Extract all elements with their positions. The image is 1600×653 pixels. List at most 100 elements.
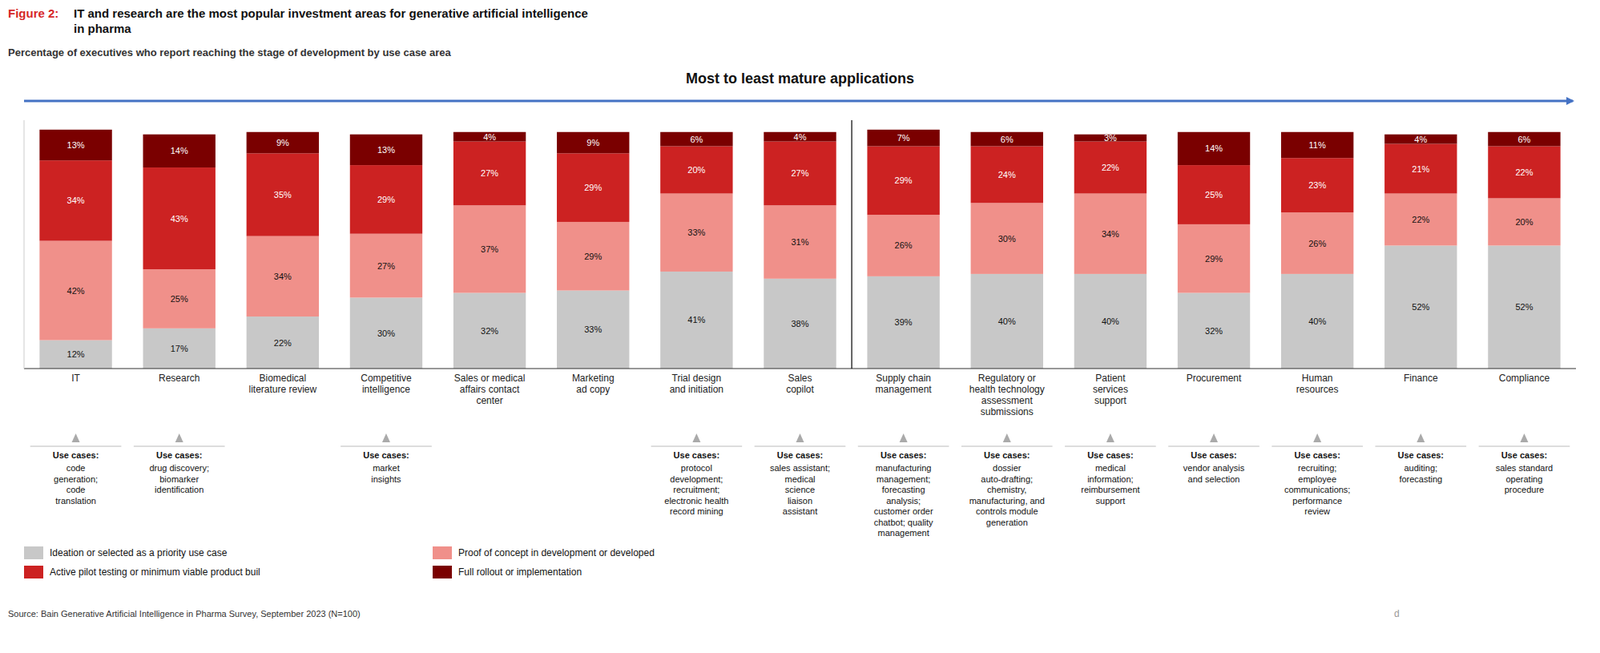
use-case-line: protocol (681, 463, 713, 473)
data-label: 31% (790, 237, 809, 247)
use-case-rule (133, 446, 226, 448)
use-case: Use cases:manufacturingmanagement;foreca… (874, 450, 934, 538)
tick-line: Sales (787, 372, 812, 384)
bar-segment (971, 132, 1044, 147)
use-case-line: recruitment; (673, 484, 720, 495)
data-label: 12% (67, 349, 85, 359)
use-case-line: medical (1095, 463, 1126, 473)
use-case-rule (1479, 446, 1571, 448)
tick-line: Sales or medical (454, 372, 526, 384)
bar-segment (350, 297, 423, 369)
data-label: 30% (377, 328, 395, 339)
legend-entry: Ideation or selected as a priority use c… (49, 547, 228, 559)
bar-segment (1177, 293, 1250, 369)
bar-segment (866, 145, 940, 215)
data-label: 6% (689, 134, 703, 145)
use-case-line: insights (370, 474, 402, 484)
use-case-line: chatbot; quality (874, 517, 934, 528)
bar-segment (1487, 145, 1560, 198)
use-case: Use cases:auditing;forecasting (1398, 450, 1445, 484)
legend-swatch (432, 546, 452, 560)
data-label: 42% (67, 286, 85, 296)
tick-line: Procurement (1186, 372, 1242, 384)
x-axis (24, 368, 1576, 370)
x-tick-label: Marketingad copy (572, 372, 615, 395)
data-label: 27% (480, 168, 499, 178)
use-case-line: and selection (1188, 474, 1241, 484)
use-case-line: support (1096, 495, 1126, 506)
use-case-rule (1271, 446, 1363, 448)
data-label: 13% (377, 145, 395, 155)
use-case-line: Use cases: (1293, 450, 1341, 460)
data-label: 14% (170, 145, 189, 156)
use-case-line: electronic health (664, 495, 729, 506)
bar-segment (39, 129, 112, 161)
data-label: 29% (584, 251, 602, 262)
data-label: 24% (998, 169, 1016, 180)
legend-entry: Proof of concept in development or devel… (458, 547, 655, 559)
title: IT and research are the most popular inv… (73, 6, 589, 36)
use-case-pointer (1416, 433, 1425, 443)
bar-segment (1384, 144, 1457, 194)
data-label: 20% (687, 165, 706, 175)
data-label: 17% (170, 343, 189, 354)
bar-segment (866, 214, 940, 277)
x-tick-label: IT (71, 372, 81, 384)
use-case-line: Use cases: (1398, 450, 1445, 460)
arrow-label: Most to least mature applications (685, 70, 915, 87)
bar-segment (453, 205, 526, 293)
data-label: 43% (170, 213, 189, 224)
use-case-line: forecasting (882, 484, 926, 495)
tick-line: intelligence (362, 383, 411, 395)
use-case-line: biomarker (159, 474, 199, 484)
data-label: 30% (998, 233, 1016, 244)
tick-line: Research (158, 372, 200, 384)
tick-line: Supply chain (875, 372, 931, 384)
use-case-pointer (1003, 433, 1012, 443)
use-case-line: employee (1297, 474, 1337, 484)
use-case-line: recruiting; (1297, 463, 1337, 473)
use-case: Use cases:vendor analysisand selection (1183, 450, 1246, 484)
bar-segment (39, 241, 112, 341)
bar-segment (1177, 132, 1250, 166)
x-tick-label: Patientservicessupport (1092, 372, 1129, 407)
tick-line: assessment (981, 394, 1034, 407)
bar-segment (453, 141, 526, 206)
tick-line: Biomedical (258, 372, 307, 384)
data-label: 52% (1411, 302, 1430, 312)
bar-segment (866, 276, 940, 369)
data-label: 20% (1515, 217, 1533, 227)
bar-segment (866, 129, 940, 147)
data-label: 35% (274, 189, 292, 200)
source: Source: Bain Generative Artificial Intel… (8, 608, 361, 619)
use-case-pointer (692, 433, 701, 443)
legend-swatch (24, 565, 44, 579)
use-case: Use cases:medicalinformation;reimburseme… (1080, 450, 1140, 506)
bar-segment (246, 153, 319, 236)
x-tick-label: Compliance (1499, 372, 1551, 384)
tick-line: support (1094, 394, 1128, 407)
data-labels: 12%17%22%30%32%33%41%38%39%40%40%32%40%5… (67, 132, 1534, 360)
tick-line: Competitive (360, 372, 412, 384)
use-case-line: procedure (1504, 484, 1545, 495)
bar-segment (350, 233, 423, 299)
tick-line: affairs contact (459, 383, 520, 395)
data-label: 29% (894, 175, 913, 186)
use-case-line: assistant (782, 506, 818, 516)
watermark: d (1394, 608, 1400, 620)
data-label: 9% (586, 137, 600, 148)
x-tick-label: Salescopilot (785, 372, 815, 395)
bar-segment (1384, 245, 1457, 369)
data-label: 33% (687, 227, 706, 238)
use-case-line: manufacturing (875, 463, 932, 473)
data-label: 26% (1308, 238, 1326, 249)
bar-segment (1487, 197, 1560, 246)
use-case: Use cases:sales standardoperatingprocedu… (1495, 450, 1554, 495)
chart: Figure 2:IT and research are the most po… (0, 0, 1600, 653)
x-tick-label: Finance (1403, 372, 1439, 384)
use-case-line: market (372, 463, 400, 473)
data-label: 7% (897, 132, 911, 143)
data-label: 22% (274, 338, 292, 348)
data-label: 6% (1517, 134, 1531, 145)
use-case-rule (858, 446, 950, 448)
